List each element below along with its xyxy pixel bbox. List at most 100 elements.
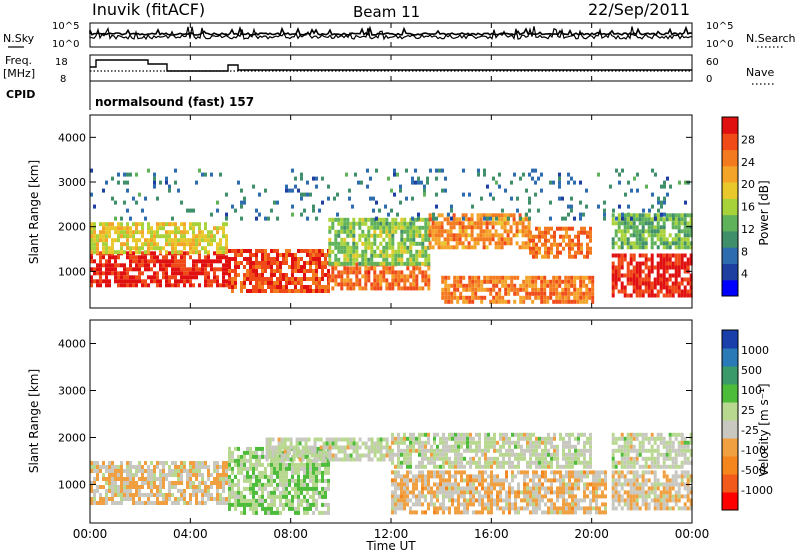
heatmap-cell — [279, 277, 282, 281]
heatmap-cell — [373, 441, 377, 446]
heatmap-cell — [286, 453, 290, 458]
heatmap-cell — [285, 184, 288, 189]
heatmap-cell — [399, 200, 402, 205]
heatmap-cell — [525, 287, 529, 292]
heatmap-cell — [528, 283, 532, 288]
heatmap-cell — [577, 482, 580, 487]
heatmap-cell — [153, 279, 156, 284]
heatmap-cell — [337, 257, 341, 262]
heatmap-cell — [509, 213, 513, 218]
heatmap-cell — [430, 502, 433, 507]
heatmap-cell — [623, 253, 627, 258]
heatmap-cell — [567, 291, 571, 296]
heatmap-cell — [511, 478, 514, 483]
heatmap-cell — [424, 478, 427, 483]
heatmap-cell — [583, 506, 586, 511]
heatmap-cell — [662, 245, 666, 250]
heatmap-cell — [306, 502, 309, 507]
heatmap-cell — [665, 269, 669, 274]
heatmap-cell — [494, 221, 498, 226]
heatmap-cell — [189, 238, 192, 243]
heatmap-cell — [225, 469, 228, 473]
heatmap-cell — [156, 226, 159, 231]
heatmap-cell — [626, 245, 630, 250]
heatmap-cell — [126, 477, 129, 481]
heatmap-cell — [503, 213, 507, 218]
heatmap-cell — [382, 274, 386, 279]
heatmap-cell — [105, 283, 108, 288]
heatmap-cell — [385, 217, 389, 222]
heatmap-cell — [440, 233, 444, 238]
heatmap-cell — [321, 289, 324, 293]
heatmap-cell — [111, 465, 114, 469]
heatmap-cell — [511, 506, 514, 511]
heatmap-cell — [132, 251, 135, 256]
heatmap-cell — [644, 257, 648, 262]
heatmap-cell — [514, 456, 517, 461]
heatmap-cell — [312, 490, 315, 495]
heatmap-cell — [591, 295, 595, 300]
heatmap-cell — [225, 242, 228, 247]
heatmap-cell — [183, 465, 186, 469]
heatmap-cell — [412, 225, 416, 230]
heatmap-cell — [574, 456, 577, 461]
heatmap-cell — [120, 469, 123, 473]
heatmap-cell — [132, 501, 135, 505]
heatmap-cell — [611, 494, 615, 499]
heatmap-cell — [683, 289, 687, 294]
heatmap-cell — [534, 192, 537, 197]
heatmap-cell — [579, 180, 582, 185]
heatmap-cell — [441, 295, 445, 300]
heatmap-cell — [503, 221, 507, 226]
heatmap-cell — [412, 490, 415, 495]
heatmap-cell — [135, 485, 138, 489]
heatmap-cell — [448, 470, 451, 475]
heatmap-cell — [665, 241, 669, 246]
heatmap-cell — [445, 448, 448, 453]
heatmap-cell — [580, 474, 583, 479]
heatmap-cell — [487, 486, 490, 491]
heatmap-cell — [656, 277, 660, 282]
heatmap-cell — [285, 249, 288, 253]
heatmap-cell — [234, 498, 237, 503]
heatmap-cell — [617, 498, 621, 503]
heatmap-cell — [379, 445, 383, 450]
heatmap-cell — [538, 456, 541, 461]
heatmap-cell — [180, 497, 183, 501]
heatmap-cell — [204, 489, 207, 493]
heatmap-cell — [445, 494, 448, 499]
heatmap-cell — [586, 250, 589, 255]
heatmap-cell — [656, 273, 660, 278]
heatmap-cell — [400, 286, 404, 291]
heatmap-cell — [595, 498, 598, 503]
heatmap-cell — [394, 225, 398, 230]
heatmap-cell — [573, 279, 577, 284]
heatmap-cell — [297, 474, 300, 479]
heatmap-cell — [264, 281, 267, 285]
heatmap-cell — [650, 245, 654, 250]
heatmap-cell — [364, 217, 368, 222]
heatmap-cell — [90, 497, 93, 501]
heatmap-cell — [96, 246, 99, 251]
heatmap-cell — [668, 494, 672, 499]
heatmap-cell — [406, 448, 409, 453]
heatmap-cell — [674, 253, 678, 258]
heatmap-cell — [346, 217, 350, 222]
heatmap-cell — [216, 259, 219, 264]
heatmap-cell — [445, 482, 448, 487]
heatmap-cell — [553, 506, 556, 511]
heatmap-cell — [192, 226, 195, 231]
heatmap-cell — [412, 486, 415, 491]
heatmap-cell — [614, 221, 618, 226]
heatmap-cell — [385, 437, 389, 442]
heatmap-cell — [418, 452, 421, 457]
heatmap-cell — [583, 482, 586, 487]
heatmap-cell — [412, 278, 416, 283]
heatmap-cell — [361, 253, 365, 258]
heatmap-cell — [367, 445, 371, 450]
heatmap-cell — [156, 246, 159, 251]
heatmap-cell — [309, 486, 312, 491]
heatmap-cell — [144, 216, 147, 221]
heatmap-cell — [521, 233, 525, 238]
heatmap-cell — [129, 230, 132, 235]
